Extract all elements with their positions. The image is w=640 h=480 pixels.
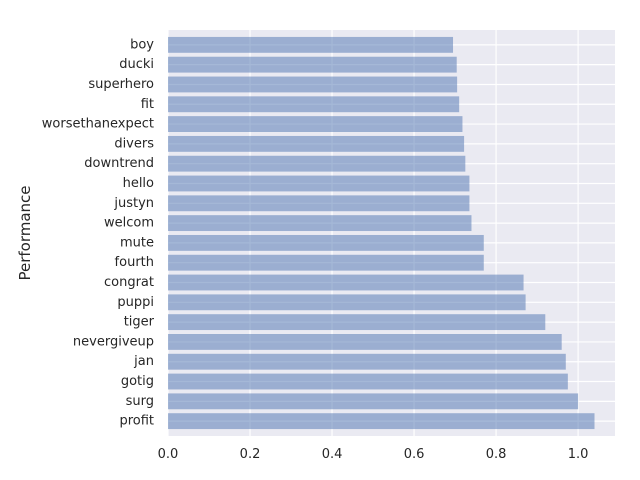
y-tick-label: ducki [119, 57, 154, 72]
bar-jan [168, 353, 566, 370]
bar-divers [168, 135, 465, 152]
bar-justyn [168, 195, 470, 212]
x-tick-label: 0.0 [158, 447, 179, 462]
bar-gotig [168, 373, 568, 390]
x-tick-label: 1.0 [568, 447, 589, 462]
y-tick-label: downtrend [84, 156, 154, 171]
y-tick-label: tiger [124, 315, 155, 330]
y-tick-label: hello [123, 176, 154, 191]
y-tick-label: boy [130, 37, 154, 52]
bar-worsethanexpect [168, 116, 463, 132]
bars [168, 36, 595, 430]
bar-fit [168, 96, 460, 113]
y-tick-label: fit [141, 97, 154, 112]
y-tick-label: divers [114, 136, 154, 151]
y-tick-label: mute [120, 235, 154, 250]
y-tick-label: surg [126, 394, 154, 409]
bar-ducki [168, 56, 457, 73]
y-tick-label: nevergiveup [73, 334, 154, 349]
bar-profit [168, 413, 595, 430]
bar-superhero [168, 76, 458, 93]
y-tick-label: superhero [88, 77, 154, 92]
x-tick-label: 0.2 [240, 447, 261, 462]
bar-puppi [168, 294, 526, 311]
bar-surg [168, 393, 579, 410]
bar-downtrend [168, 155, 466, 172]
y-tick-label: gotig [121, 374, 154, 389]
y-tick-labels: profit surg gotig jan nevergiveup tiger puppi c… [42, 37, 155, 428]
bar-fourth [168, 254, 484, 271]
y-tick-label: worsethanexpect [42, 117, 154, 132]
y-tick-label: puppi [117, 295, 154, 310]
bar-congrat [168, 274, 524, 291]
bar-mute [168, 234, 484, 251]
y-tick-label: fourth [115, 255, 154, 270]
y-axis-label: Performance [16, 185, 34, 280]
x-tick-label: 0.4 [322, 447, 343, 462]
x-tick-label: 0.6 [404, 447, 425, 462]
y-tick-label: justyn [113, 196, 154, 211]
bar-hello [168, 175, 470, 192]
y-tick-label: congrat [104, 275, 154, 290]
x-tick-label: 0.8 [486, 447, 507, 462]
y-tick-label: profit [119, 414, 154, 429]
x-tick-labels: 0.0 0.2 0.4 0.6 0.8 1.0 [158, 447, 589, 462]
y-tick-label: jan [133, 354, 154, 369]
bar-tiger [168, 314, 546, 331]
bar-nevergiveup [168, 334, 562, 350]
bar-welcom [168, 215, 472, 232]
bar-boy [168, 36, 454, 53]
y-tick-label: welcom [104, 216, 154, 231]
